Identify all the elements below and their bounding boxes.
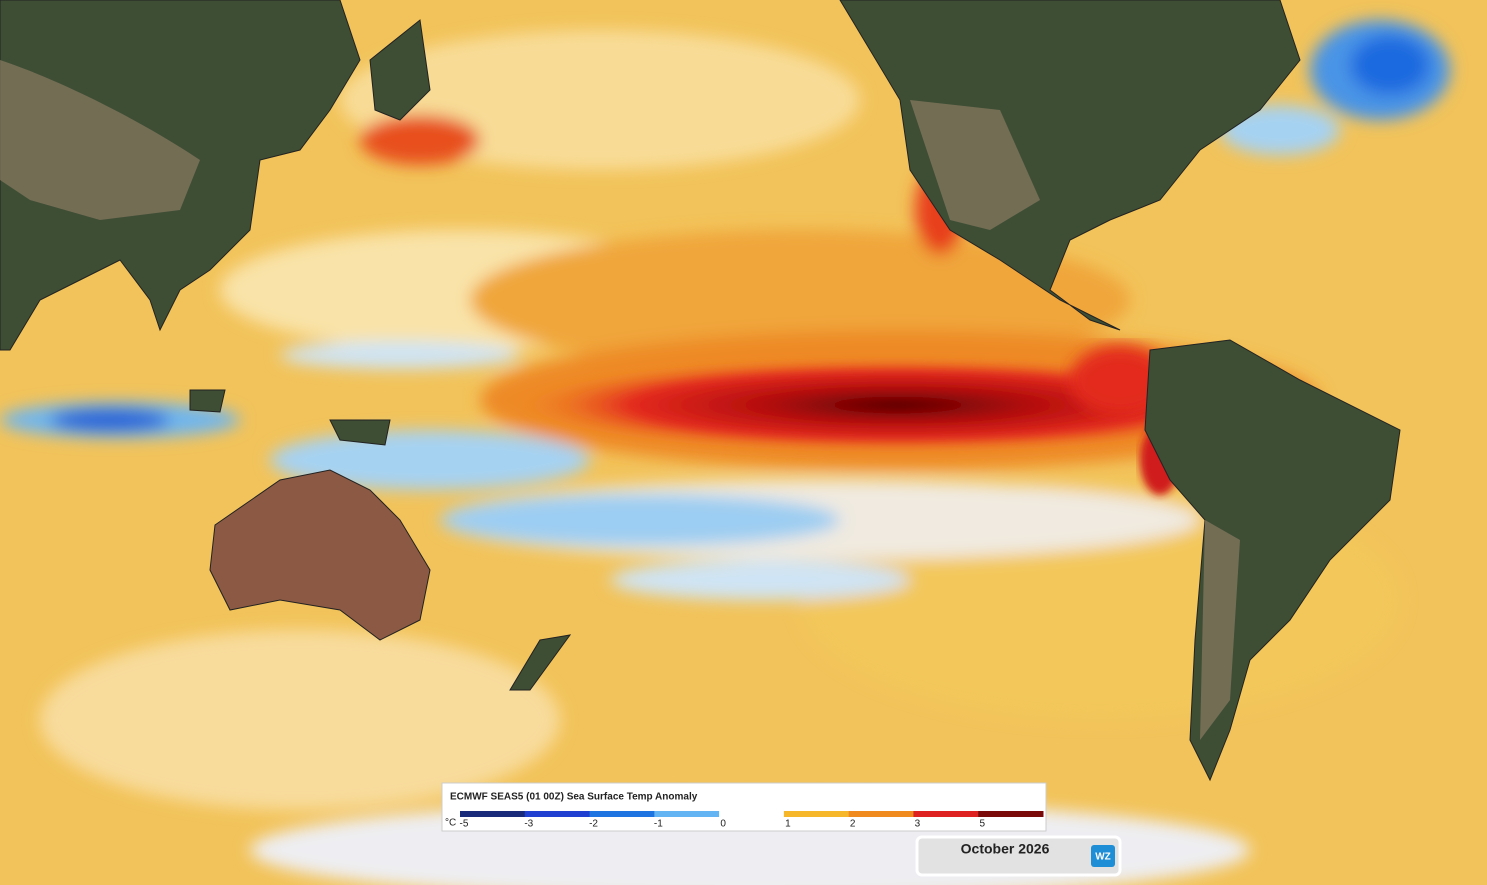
- legend-unit: °C: [445, 818, 456, 829]
- scale-segment: [654, 811, 720, 817]
- scale-tick-label: -1: [654, 819, 663, 830]
- scale-segment: [719, 811, 785, 817]
- scale-segment: [589, 811, 655, 817]
- date-label: October 2026: [961, 841, 1050, 857]
- scale-tick-label: 1: [785, 819, 791, 830]
- scale-tick-label: -2: [589, 819, 598, 830]
- scale-segment: [783, 811, 850, 817]
- scale-tick-label: 0: [720, 819, 726, 830]
- scale-segment: [460, 811, 526, 817]
- scale-tick-label: -3: [524, 819, 533, 830]
- logo-box: [1091, 845, 1115, 867]
- scale-tick-label: 3: [915, 819, 921, 830]
- scale-tick-label: 5: [979, 819, 985, 830]
- scale-tick-label: -5: [460, 819, 469, 830]
- legend: ECMWF SEAS5 (01 00Z) Sea Surface Temp An…: [441, 782, 1047, 832]
- scale-segment: [978, 811, 1044, 817]
- date-box: [915, 835, 1122, 877]
- scale-segment: [848, 811, 914, 817]
- legend-title: ECMWF SEAS5 (01 00Z) Sea Surface Temp An…: [450, 792, 698, 803]
- scale-segment: [913, 811, 979, 817]
- date-panel: October 2026 WZ: [915, 835, 1122, 877]
- color-scale: -5 -3 -2 -1 0 1 2 3 5: [460, 811, 1044, 830]
- legend-box: [441, 782, 1047, 832]
- scale-segment: [524, 811, 591, 817]
- land: [0, 0, 1401, 782]
- scale-tick-label: 2: [850, 819, 856, 830]
- logo: WZ: [1095, 852, 1111, 863]
